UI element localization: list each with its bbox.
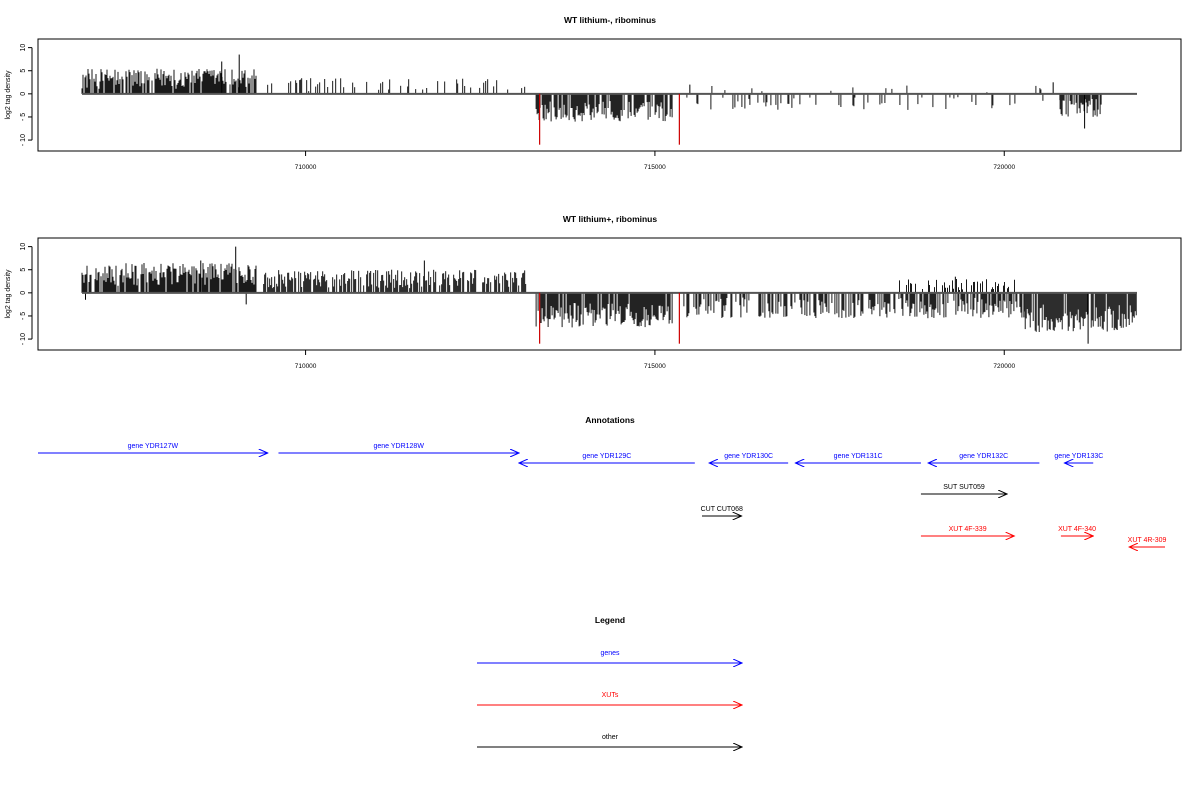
- y-tick-label: 5: [20, 69, 27, 73]
- feature-label: gene YDR133C: [1054, 453, 1103, 460]
- feature-label: gene YDR127W: [128, 443, 179, 450]
- y-axis: 10 5 0 - 5 - 10: [20, 243, 33, 345]
- plot-frame: [37, 38, 1182, 152]
- annotation-feature: gene YDR128W: [278, 443, 518, 453]
- y-tick-label: - 10: [20, 333, 27, 345]
- feature-label: XUT 4F-339: [949, 526, 987, 533]
- annotation-track: gene YDR127W gene YDR128W gene YDR129C gene…: [38, 443, 1167, 547]
- x-axis: 710000 715000 720000: [295, 151, 1015, 171]
- feature-label: gene YDR132C: [959, 453, 1008, 460]
- panel-title: WT lithium+, ribominus: [563, 214, 657, 224]
- legend: genes XUTs other: [477, 650, 742, 747]
- feature-label: gene YDR129C: [582, 453, 631, 460]
- x-tick-label: 715000: [644, 363, 666, 370]
- y-axis-label: log2 tag density: [5, 269, 12, 319]
- annotation-feature: gene YDR132C: [928, 453, 1040, 463]
- legend-item: other: [477, 734, 742, 747]
- annotations-title: Annotations: [585, 415, 635, 425]
- feature-label: XUT 4F-340: [1058, 526, 1096, 533]
- annotation-feature: XUT 4F-339: [920, 526, 1014, 536]
- signal-bars: [81, 54, 1102, 129]
- y-axis: 10 5 0 - 5 - 10: [20, 44, 33, 146]
- annotation-feature: gene YDR127W: [38, 443, 268, 453]
- x-tick-label: 720000: [993, 164, 1015, 171]
- annotation-feature: SUT SUT059: [920, 484, 1007, 494]
- legend-item: XUTs: [477, 692, 742, 705]
- feature-label: SUT SUT059: [943, 484, 985, 491]
- feature-label: gene YDR130C: [724, 453, 773, 460]
- legend-label: XUTs: [602, 692, 619, 699]
- legend-label: other: [602, 734, 619, 741]
- legend-label: genes: [600, 650, 620, 657]
- plot-frame: [37, 237, 1182, 351]
- x-tick-label: 715000: [644, 164, 666, 171]
- x-tick-label: 710000: [295, 363, 317, 370]
- track-panel-lithium-minus: WT lithium-, ribominus log2 tag density …: [5, 15, 1182, 171]
- y-axis-label: log2 tag density: [5, 70, 12, 120]
- panel-title: WT lithium-, ribominus: [564, 15, 656, 25]
- annotation-feature: gene YDR130C: [709, 453, 789, 463]
- y-tick-label: 0: [20, 291, 27, 295]
- annotation-feature: XUT 4F-340: [1058, 526, 1096, 536]
- feature-label: XUT 4R-309: [1128, 537, 1167, 544]
- y-tick-label: 0: [20, 92, 27, 96]
- signal-bars: [81, 246, 1137, 344]
- track-panel-lithium-plus: WT lithium+, ribominus log2 tag density …: [5, 214, 1182, 370]
- x-tick-label: 720000: [993, 363, 1015, 370]
- x-axis: 710000 715000 720000: [295, 350, 1015, 370]
- annotation-feature: gene YDR131C: [795, 453, 921, 463]
- y-tick-label: - 5: [20, 113, 27, 121]
- legend-item: genes: [477, 650, 742, 663]
- y-tick-label: - 10: [20, 134, 27, 146]
- y-tick-label: 5: [20, 268, 27, 272]
- feature-label: gene YDR128W: [373, 443, 424, 450]
- annotation-feature: CUT CUT068: [701, 506, 743, 516]
- y-tick-label: 10: [20, 44, 27, 52]
- annotation-feature: gene YDR129C: [519, 453, 695, 463]
- legend-title: Legend: [595, 615, 625, 625]
- highlight-bars: [539, 93, 680, 145]
- annotation-feature: XUT 4R-309: [1128, 537, 1167, 547]
- y-tick-label: - 5: [20, 312, 27, 320]
- feature-label: CUT CUT068: [701, 506, 743, 513]
- x-tick-label: 710000: [295, 164, 317, 171]
- annotation-feature: gene YDR133C: [1054, 453, 1103, 463]
- feature-label: gene YDR131C: [834, 453, 883, 460]
- y-tick-label: 10: [20, 243, 27, 251]
- highlight-bars: [539, 292, 680, 344]
